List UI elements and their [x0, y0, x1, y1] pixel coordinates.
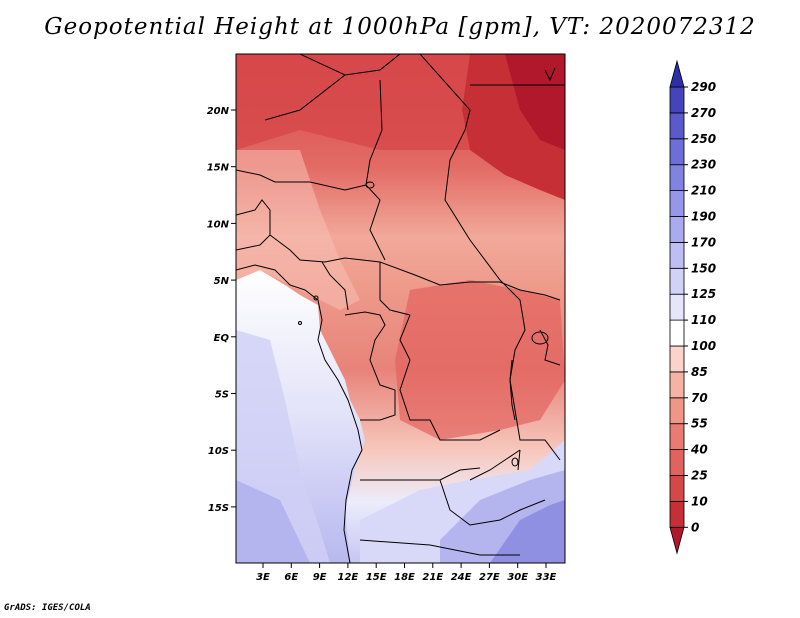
- colorbar-label: 230: [691, 158, 716, 172]
- lat-tick-label: 15S: [208, 503, 229, 514]
- grads-credit: GrADS: IGES/COLA: [4, 603, 91, 613]
- colorbar-swatch: [669, 293, 685, 321]
- lon-tick-group: 3E 6E 9E 12E 15E 18E 21E 24E 27E 30E 33E: [256, 563, 557, 583]
- colorbar-label: 70: [691, 391, 708, 405]
- colorbar-swatch: [669, 241, 685, 269]
- lakes: [298, 181, 549, 471]
- colorbar-swatch: [669, 267, 685, 295]
- height-field: [236, 54, 565, 563]
- colorbar-label: 25: [691, 469, 708, 483]
- lon-tick-label: 18E: [394, 572, 415, 583]
- lat-tick-label: 15N: [207, 163, 230, 174]
- colorbar-swatch: [669, 423, 685, 451]
- colorbar-swatch: [669, 138, 685, 166]
- colorbar-label: 210: [691, 184, 716, 198]
- colorbar-label: 85: [691, 365, 708, 379]
- lon-tick-label: 3E: [256, 572, 270, 583]
- lat-tick-label: 10N: [207, 219, 230, 230]
- colorbar-label: 290: [691, 80, 716, 94]
- colorbar-swatch: [669, 59, 685, 88]
- colorbar-label: 0: [691, 520, 699, 534]
- colorbar-swatch: [669, 86, 685, 114]
- colorbar-swatch: [669, 216, 685, 243]
- colorbar: 2902702502302101901701501251101008570554…: [669, 59, 716, 555]
- colorbar-label: 100: [691, 339, 716, 353]
- colorbar-swatch: [669, 164, 685, 191]
- colorbar-swatch: [669, 397, 685, 425]
- colorbar-label: 250: [691, 132, 716, 146]
- colorbar-label: 270: [691, 106, 716, 120]
- lat-tick-label: EQ: [214, 333, 230, 344]
- map-frame: [235, 53, 566, 564]
- lon-tick-label: 12E: [338, 572, 359, 583]
- lon-tick-label: 24E: [451, 572, 472, 583]
- lon-tick-label: 9E: [313, 572, 327, 583]
- colorbar-swatch: [669, 112, 685, 140]
- map-title: Geopotential Height at 1000hPa [gpm], VT…: [44, 14, 756, 40]
- colorbar-swatch: [669, 449, 685, 476]
- colorbar-swatch: [669, 526, 685, 555]
- colorbar-swatch: [669, 475, 685, 502]
- colorbar-swatch: [669, 500, 685, 528]
- colorbar-swatch: [669, 371, 685, 399]
- lat-tick-label: 5N: [214, 276, 230, 287]
- colorbar-label: 190: [691, 210, 716, 224]
- colorbar-label: 40: [690, 443, 708, 457]
- lat-tick-label: 20N: [207, 106, 230, 117]
- lon-tick-label: 33E: [536, 572, 557, 583]
- lon-tick-label: 15E: [366, 572, 387, 583]
- colorbar-label: 150: [691, 261, 716, 275]
- colorbar-label: 10: [691, 494, 708, 508]
- colorbar-swatch: [669, 345, 685, 373]
- lon-tick-label: 6E: [284, 572, 298, 583]
- lat-tick-label: 10S: [208, 446, 229, 457]
- country-borders: [236, 54, 565, 563]
- colorbar-label: 125: [691, 287, 716, 301]
- colorbar-label: 55: [691, 417, 708, 431]
- colorbar-label: 170: [691, 235, 716, 249]
- lon-tick-label: 30E: [507, 572, 528, 583]
- lat-tick-group: 20N 15N 10N 5N EQ 5S 10S 15S: [207, 106, 236, 514]
- lon-tick-label: 27E: [479, 572, 500, 583]
- lon-tick-label: 21E: [422, 572, 443, 583]
- colorbar-swatch: [669, 190, 685, 217]
- colorbar-label: 110: [691, 313, 716, 327]
- lat-tick-label: 5S: [215, 390, 229, 401]
- colorbar-swatch: [669, 319, 685, 347]
